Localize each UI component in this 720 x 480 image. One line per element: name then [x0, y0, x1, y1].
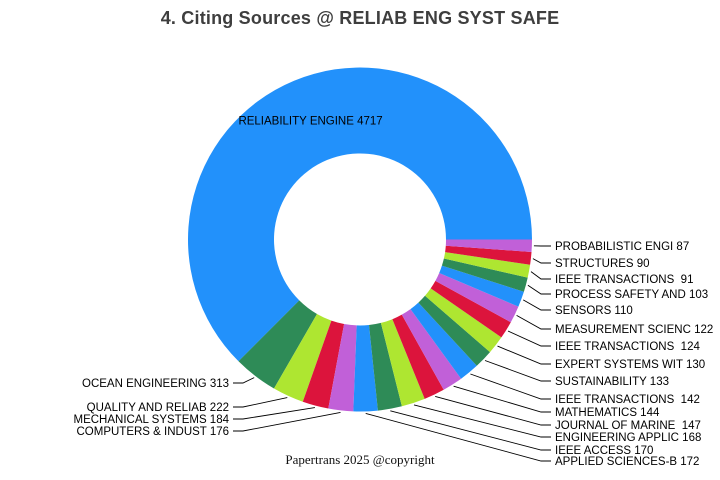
- leader-line-130: [497, 345, 551, 365]
- segment-label-computers-indust-176: COMPUTERS & INDUST 176: [76, 426, 229, 438]
- pie-segment-sensors-110: [439, 265, 524, 307]
- pie-segment-ocean-engineering-313: [238, 300, 317, 389]
- pie-segment-applied-sciences-b-172: [353, 325, 378, 412]
- segment-label-mechanical-systems-184: MECHANICAL SYSTEMS 184: [73, 414, 229, 426]
- leader-line-222: [233, 397, 288, 408]
- leader-line-103: [527, 284, 551, 295]
- leader-line-147: [435, 395, 551, 426]
- pie-segment-process-safety-and-103: [441, 258, 528, 292]
- pie-segment-expert-systems-wit-130: [425, 288, 502, 353]
- leader-line-144: [453, 385, 551, 413]
- segment-label-sensors-110: SENSORS 110: [555, 305, 633, 317]
- leader-line-110: [522, 299, 551, 311]
- segment-label-process-safety-and-103: PROCESS SAFETY AND 103: [555, 289, 708, 301]
- segment-label-ieee-transactions-91: IEEE TRANSACTIONS 91: [555, 274, 693, 286]
- pie-segment-ieee-transactions-142: [410, 302, 477, 379]
- leader-line-122: [516, 315, 551, 330]
- pie-segment-measurement-scienc-122: [435, 273, 519, 323]
- pie-segment-reliability-engine-4717: [188, 67, 532, 362]
- segment-label-structures-90: STRUCTURES 90: [555, 258, 650, 270]
- pie-segment-ieee-transactions-91: [443, 252, 531, 278]
- leader-line-170: [390, 410, 551, 451]
- leader-line-313: [233, 377, 255, 384]
- leader-line-91: [530, 271, 551, 280]
- segment-label-mathematics-144: MATHEMATICS 144: [555, 407, 660, 419]
- pie-segment-journal-of-marine-147: [392, 314, 444, 399]
- segment-label-reliability-engine: RELIABILITY ENGINE 4717: [238, 115, 382, 127]
- segment-label-sustainability-133: SUSTAINABILITY 133: [555, 376, 669, 388]
- leader-line-142: [470, 373, 551, 400]
- leader-line-172: [365, 412, 551, 462]
- pie-segment-ieee-access-170: [369, 322, 402, 411]
- pie-segment-mathematics-144: [401, 309, 462, 390]
- segment-label-ieee-transactions-142: IEEE TRANSACTIONS 142: [555, 394, 700, 406]
- segment-label-probabilistic-engi-87: PROBABILISTIC ENGI 87: [555, 241, 689, 253]
- pie-segment-probabilistic-engi-87: [445, 239, 532, 252]
- pie-segment-ieee-transactions-124: [430, 280, 511, 338]
- segment-label-ieee-transactions-124: IEEE TRANSACTIONS 124: [555, 341, 700, 353]
- leader-line-124: [507, 330, 551, 347]
- segment-label-ocean-engineering-313: OCEAN ENGINEERING 313: [82, 378, 229, 390]
- segment-label-measurement-scienc-122: MEASUREMENT SCIENC 122: [555, 324, 713, 336]
- leader-line-90: [532, 258, 551, 264]
- leader-line-184: [233, 407, 315, 420]
- pie-segment-engineering-applic-168: [380, 319, 425, 407]
- leader-line-176: [233, 411, 341, 432]
- pie-segment-quality-and-reliab-222: [274, 314, 332, 402]
- pie-segment-computers-indust-176: [328, 324, 357, 412]
- pie-segment-sustainability-133: [418, 295, 490, 366]
- segment-label-journal-of-marine-147: JOURNAL OF MARINE 147: [555, 420, 701, 432]
- segment-label-ieee-access-170: IEEE ACCESS 170: [555, 445, 653, 457]
- pie-segment-mechanical-systems-184: [302, 320, 345, 409]
- segment-label-expert-systems-wit-130: EXPERT SYSTEMS WIT 130: [555, 359, 705, 371]
- segment-label-quality-and-reliab-222: QUALITY AND RELIAB 222: [87, 402, 229, 414]
- leader-line-168: [413, 404, 551, 438]
- leader-line-133: [484, 360, 551, 382]
- segment-label-engineering-applic-168: ENGINEERING APPLIC 168: [555, 432, 701, 444]
- segment-label-applied-sciences-b-172: APPLIED SCIENCES-B 172: [555, 456, 699, 468]
- chart-title: 4. Citing Sources @ RELIAB ENG SYST SAFE: [160, 8, 560, 28]
- footer-copyright: Papertrans 2025 @copyright: [285, 452, 435, 467]
- pie-segment-structures-90: [445, 245, 532, 265]
